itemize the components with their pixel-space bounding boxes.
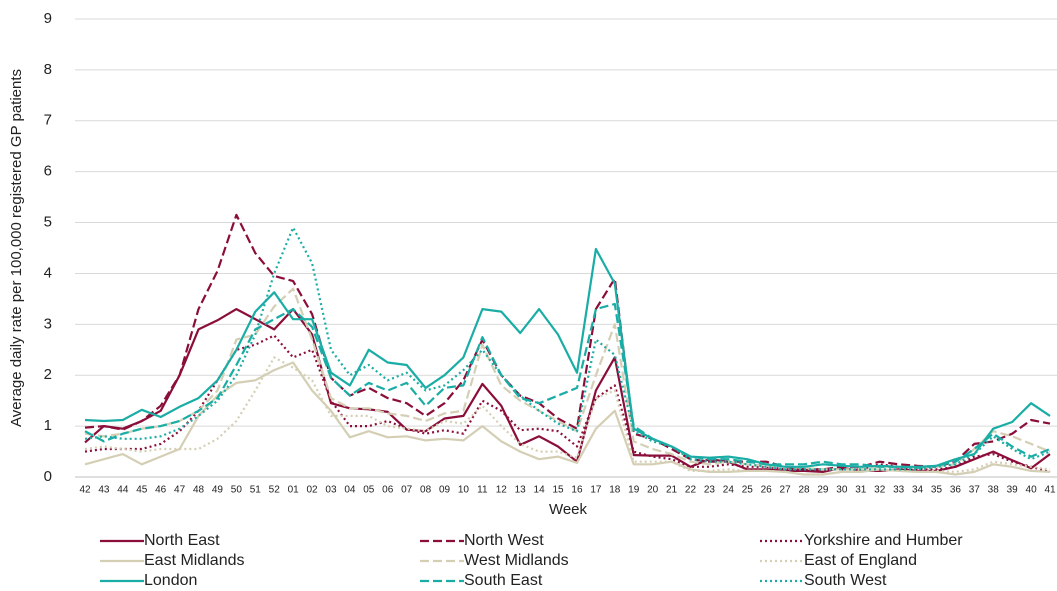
legend-label: East of England (804, 552, 917, 569)
x-tick-label: 14 (534, 485, 546, 496)
x-tick-label: 16 (571, 485, 583, 496)
x-tick-label: 33 (893, 485, 905, 496)
x-tick-label: 50 (231, 485, 243, 496)
x-tick-label: 40 (1026, 485, 1038, 496)
y-tick-label: 7 (44, 112, 52, 129)
x-tick-label: 17 (590, 485, 602, 496)
x-tick-label: 04 (344, 485, 356, 496)
y-tick-label: 5 (44, 214, 52, 231)
x-tick-label: 10 (458, 485, 470, 496)
x-tick-label: 23 (704, 485, 716, 496)
y-tick-label: 2 (44, 366, 52, 383)
x-tick-label: 42 (79, 485, 91, 496)
x-tick-label: 30 (836, 485, 848, 496)
legend-label: London (144, 572, 197, 589)
x-tick-label: 46 (155, 485, 167, 496)
x-tick-label: 28 (798, 485, 810, 496)
series-line (84, 302, 1051, 469)
x-tick-label: 09 (439, 485, 451, 496)
x-tick-label: 49 (212, 485, 224, 496)
legend-label: North East (144, 532, 220, 549)
x-tick-label: 20 (647, 485, 659, 496)
x-tick-label: 48 (193, 485, 205, 496)
y-tick-label: 8 (44, 61, 52, 78)
x-tick-label: 01 (288, 485, 300, 496)
x-tick-label: 22 (685, 485, 697, 496)
x-tick-label: 38 (988, 485, 1000, 496)
x-tick-label: 21 (666, 485, 678, 496)
x-tick-label: 08 (420, 485, 432, 496)
x-axis-label: Week (549, 501, 588, 518)
x-tick-label: 27 (780, 485, 792, 496)
x-tick-label: 41 (1044, 485, 1056, 496)
x-tick-label: 39 (1007, 485, 1019, 496)
x-tick-label: 19 (628, 485, 640, 496)
x-tick-label: 26 (761, 485, 773, 496)
series-line (84, 226, 1051, 471)
x-tick-label: 52 (269, 485, 281, 496)
x-tick-label: 43 (98, 485, 110, 496)
legend-label: North West (464, 532, 544, 549)
x-tick-label: 37 (969, 485, 981, 496)
series-line (84, 287, 1051, 471)
x-tick-label: 31 (855, 485, 867, 496)
legend-label: West Midlands (464, 552, 569, 569)
x-tick-label: 51 (250, 485, 262, 496)
y-tick-label: 0 (44, 468, 52, 485)
x-tick-label: 32 (874, 485, 886, 496)
x-tick-label: 15 (552, 485, 564, 496)
legend-label: South West (804, 572, 887, 589)
y-tick-label: 9 (44, 10, 52, 27)
y-tick-label: 4 (44, 264, 52, 281)
x-tick-label: 06 (382, 485, 394, 496)
x-tick-label: 12 (496, 485, 508, 496)
series-line (84, 247, 1051, 468)
x-tick-label: 44 (117, 485, 129, 496)
legend-label: East Midlands (144, 552, 245, 569)
series-line (84, 213, 1051, 471)
x-tick-label: 47 (174, 485, 186, 496)
x-tick-label: 02 (306, 485, 318, 496)
x-tick-label: 18 (609, 485, 621, 496)
x-tick-label: 13 (515, 485, 527, 496)
y-tick-label: 6 (44, 163, 52, 180)
series-line (84, 361, 1051, 476)
x-tick-label: 34 (912, 485, 924, 496)
x-tick-label: 05 (363, 485, 375, 496)
y-axis-label: Average daily rate per 100,000 registere… (8, 69, 25, 427)
y-tick-label: 3 (44, 315, 52, 332)
x-tick-label: 07 (401, 485, 413, 496)
x-tick-label: 24 (723, 485, 735, 496)
legend-label: Yorkshire and Humber (804, 532, 963, 549)
x-tick-label: 36 (950, 485, 962, 496)
legend-label: South East (464, 572, 543, 589)
series-line (84, 308, 1051, 473)
x-tick-label: 11 (477, 485, 488, 496)
x-tick-label: 03 (325, 485, 337, 496)
x-tick-label: 25 (742, 485, 754, 496)
x-tick-label: 45 (136, 485, 148, 496)
x-tick-label: 35 (931, 485, 943, 496)
y-tick-label: 1 (44, 417, 52, 434)
x-tick-label: 29 (817, 485, 829, 496)
